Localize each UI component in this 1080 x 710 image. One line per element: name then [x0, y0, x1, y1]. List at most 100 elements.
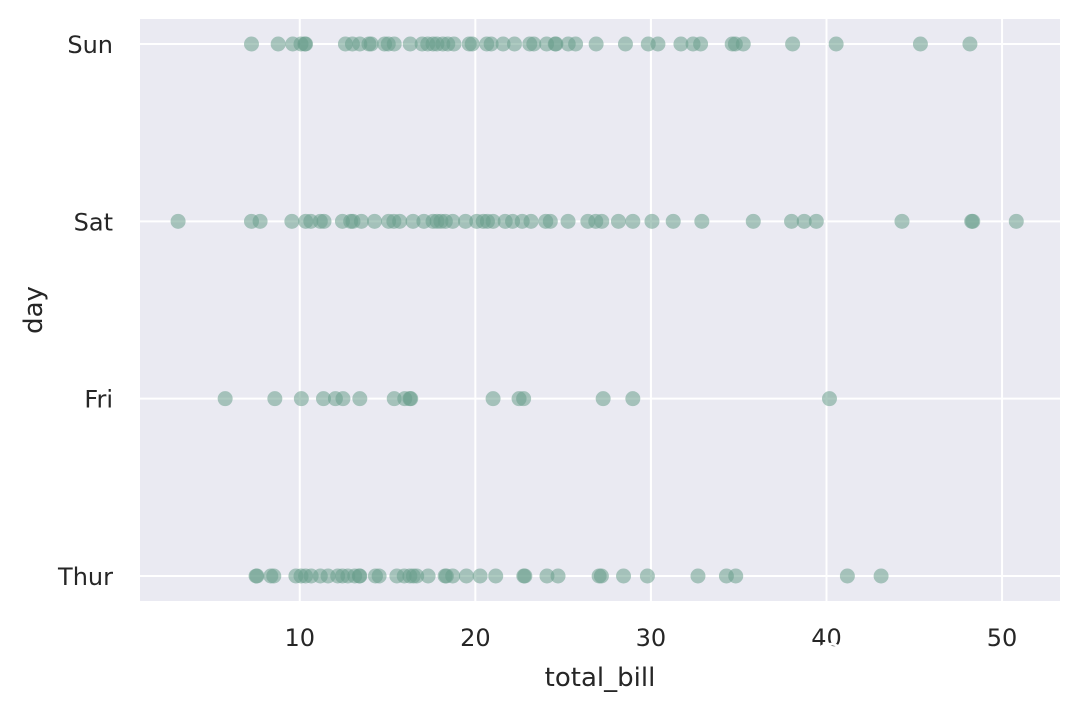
data-point	[445, 213, 461, 229]
data-point	[363, 36, 379, 52]
data-point	[243, 36, 259, 52]
data-point	[405, 213, 421, 229]
data-point	[539, 568, 555, 584]
data-point	[593, 568, 609, 584]
data-point	[217, 391, 233, 407]
data-point	[464, 36, 480, 52]
data-point	[639, 568, 655, 584]
data-point	[526, 36, 542, 52]
x-tick-labels: 10 20 30 40 50	[284, 624, 1017, 652]
data-point	[485, 391, 501, 407]
data-point	[458, 213, 474, 229]
data-point	[962, 36, 978, 52]
data-point	[839, 568, 855, 584]
data-point	[402, 36, 418, 52]
y-tick-label: Thur	[57, 563, 113, 591]
data-point	[315, 391, 331, 407]
data-point	[665, 213, 681, 229]
data-point	[828, 36, 844, 52]
data-point	[1008, 213, 1024, 229]
data-point	[170, 213, 186, 229]
data-point	[472, 568, 488, 584]
data-point	[386, 391, 402, 407]
y-tick-labels: Sun Sat Fri Thur	[57, 31, 113, 591]
data-point	[588, 36, 604, 52]
data-point	[316, 213, 332, 229]
data-point	[808, 213, 824, 229]
data-point	[610, 213, 626, 229]
data-point	[445, 568, 461, 584]
data-point	[617, 36, 633, 52]
x-tick-label: 50	[987, 624, 1018, 652]
data-point	[894, 213, 910, 229]
x-axis-label: total_bill	[545, 663, 656, 693]
data-point	[616, 568, 632, 584]
data-point	[745, 213, 761, 229]
data-point	[446, 36, 462, 52]
data-point	[595, 391, 611, 407]
data-point	[353, 213, 369, 229]
data-point	[335, 391, 351, 407]
plot-background	[140, 19, 1060, 601]
data-point	[371, 568, 387, 584]
data-point	[506, 36, 522, 52]
x-tick-label: 30	[636, 624, 667, 652]
data-point	[485, 213, 501, 229]
watermark: pythonic生物人	[814, 642, 1032, 677]
data-point	[392, 213, 408, 229]
data-point	[495, 36, 511, 52]
y-tick-label: Sat	[74, 208, 113, 236]
data-point	[293, 391, 309, 407]
x-tick-label: 20	[460, 624, 491, 652]
data-point	[386, 36, 402, 52]
data-point	[912, 36, 928, 52]
data-point	[625, 391, 641, 407]
y-tick-label: Sun	[67, 31, 113, 59]
data-point	[249, 568, 265, 584]
data-point	[568, 36, 584, 52]
data-point	[548, 36, 564, 52]
data-point	[298, 36, 314, 52]
data-point	[517, 568, 533, 584]
data-point	[821, 391, 837, 407]
data-point	[965, 213, 981, 229]
data-point	[784, 213, 800, 229]
y-axis-label: day	[19, 286, 49, 334]
data-point	[458, 568, 474, 584]
data-point	[550, 568, 566, 584]
data-point	[796, 213, 812, 229]
data-point	[488, 568, 504, 584]
data-point	[728, 568, 744, 584]
data-point	[542, 213, 558, 229]
y-tick-label: Fri	[84, 386, 113, 414]
data-point	[785, 36, 801, 52]
data-point	[873, 568, 889, 584]
data-point	[594, 213, 610, 229]
data-point	[367, 213, 383, 229]
data-point	[352, 568, 368, 584]
data-point	[252, 213, 268, 229]
data-point	[523, 213, 539, 229]
data-point	[420, 568, 436, 584]
data-point	[352, 391, 368, 407]
x-tick-label: 10	[284, 624, 315, 652]
wechat-icon	[814, 642, 855, 677]
data-point	[267, 391, 283, 407]
data-point	[403, 391, 419, 407]
data-point	[735, 36, 751, 52]
data-point	[644, 213, 660, 229]
data-point	[516, 391, 532, 407]
data-point	[483, 36, 499, 52]
data-point	[693, 36, 709, 52]
data-point	[409, 568, 425, 584]
data-point	[625, 213, 641, 229]
data-point	[284, 213, 300, 229]
x-tick-label: 40	[811, 624, 842, 652]
data-point	[650, 36, 666, 52]
data-point	[266, 568, 282, 584]
data-point	[560, 213, 576, 229]
data-point	[694, 213, 710, 229]
data-points	[170, 36, 1024, 584]
data-point	[673, 36, 689, 52]
data-point	[270, 36, 286, 52]
